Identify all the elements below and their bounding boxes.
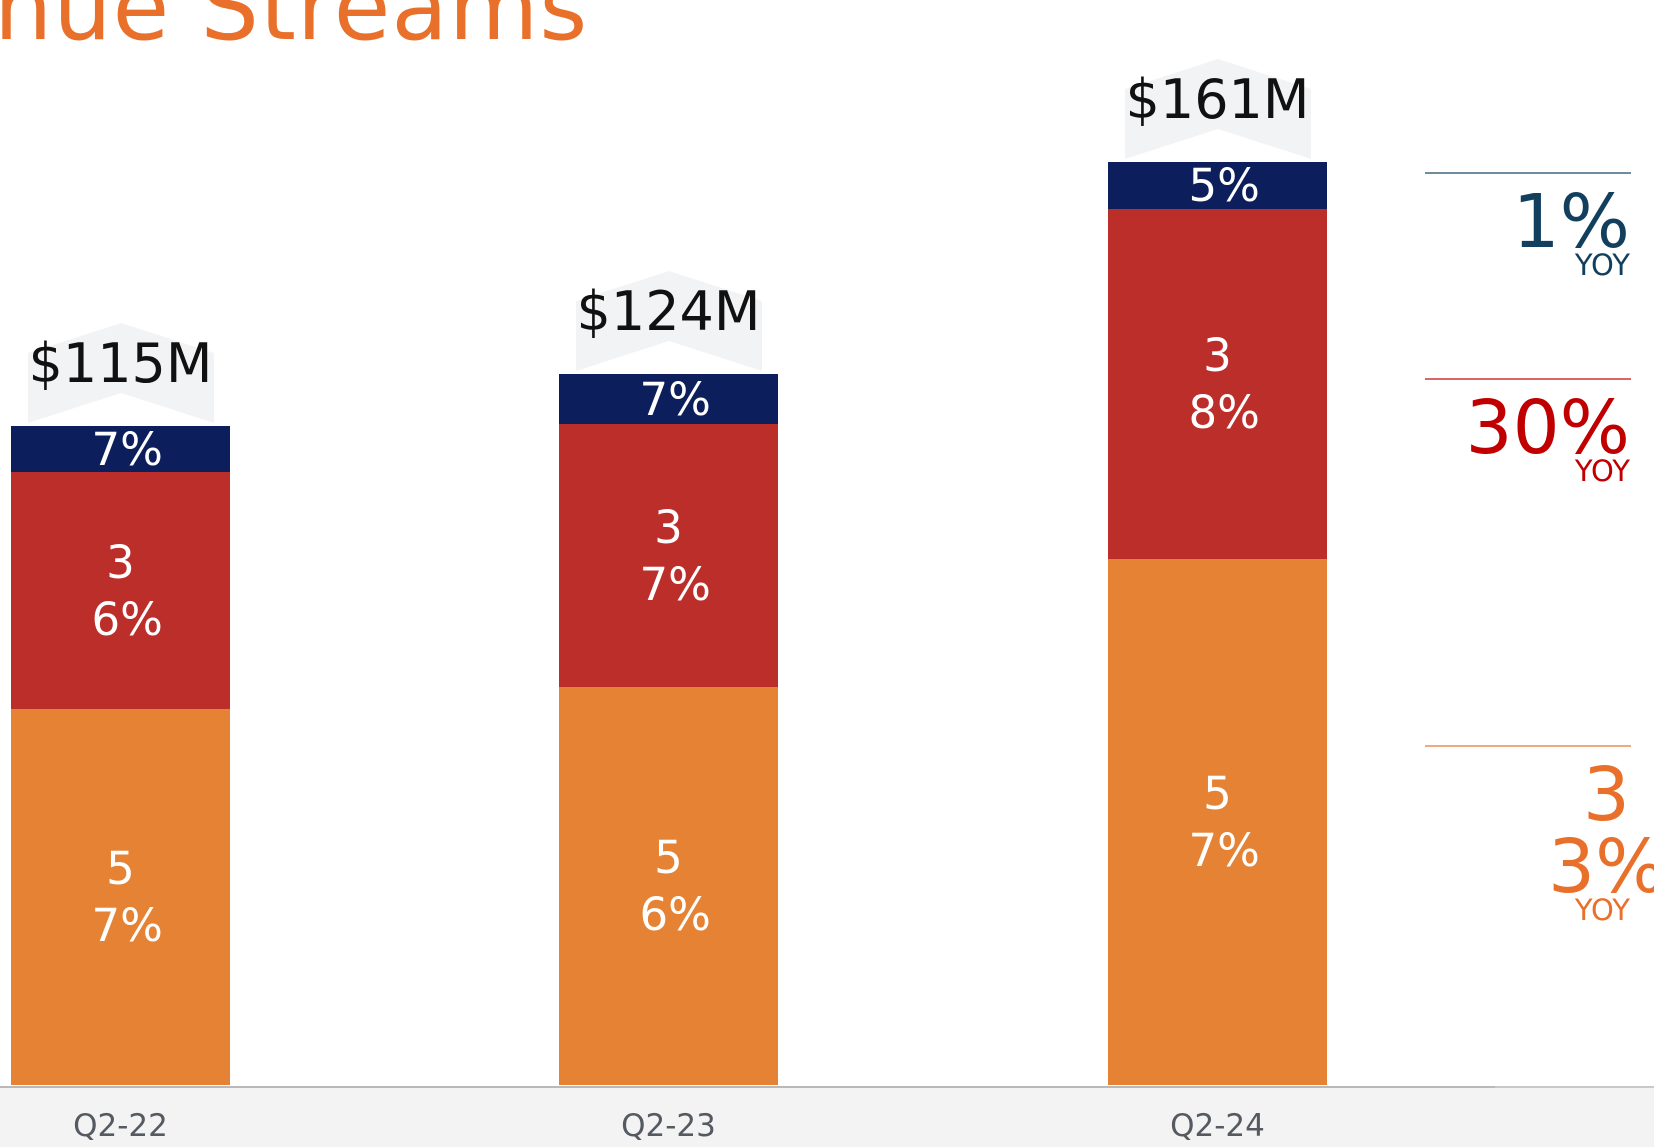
bar-segment: 7% — [11, 423, 230, 476]
yoy-divider — [1425, 378, 1631, 380]
yoy-note: YOY — [1574, 454, 1630, 488]
x-tick-label: Q2-24 — [1170, 1108, 1265, 1144]
data-label: 37% — [639, 500, 711, 611]
bar-segment: 57% — [1108, 559, 1327, 1085]
data-label: 7% — [91, 422, 163, 476]
chevron — [27, 323, 214, 424]
bar-segment: 36% — [11, 472, 230, 710]
data-label: 57% — [1188, 767, 1260, 878]
data-label: 36% — [91, 535, 163, 646]
bar: 57% 36% 7% — [11, 423, 230, 1085]
total-label: $124M — [576, 280, 761, 344]
x-tick-label: Q2-22 — [73, 1108, 168, 1144]
yoy-value: 33% — [1548, 752, 1654, 910]
total-label: $115M — [28, 332, 213, 396]
chevron — [575, 271, 762, 372]
bar-segment: 57% — [11, 709, 230, 1085]
bar-segment: 38% — [1108, 208, 1327, 560]
baseline — [0, 1086, 1495, 1088]
data-label: 7% — [639, 372, 711, 426]
data-label: 5% — [1188, 159, 1260, 213]
yoy-note: YOY — [1574, 893, 1630, 927]
bar: 57% 38% 5% — [1108, 159, 1327, 1085]
data-label: 57% — [91, 842, 163, 953]
bar-segment: 5% — [1108, 159, 1327, 212]
data-label: 56% — [639, 831, 711, 942]
yoy-value: 30% — [1465, 385, 1630, 471]
bar-segment: 56% — [559, 687, 778, 1085]
yoy-note: YOY — [1574, 248, 1630, 282]
yoy-divider — [1425, 172, 1631, 174]
yoy-value: 1% — [1512, 179, 1630, 265]
chevron — [1124, 59, 1311, 160]
bar: 56% 37% 7% — [559, 373, 778, 1085]
bar-segment: 7% — [559, 373, 778, 426]
x-tick-label: Q2-23 — [621, 1108, 716, 1144]
yoy-divider — [1425, 745, 1631, 747]
data-label: 38% — [1188, 328, 1260, 439]
bar-segment: 37% — [559, 424, 778, 688]
floor — [0, 1086, 1654, 1147]
slide-title: nue Streams — [0, 0, 589, 61]
total-label: $161M — [1125, 68, 1310, 132]
